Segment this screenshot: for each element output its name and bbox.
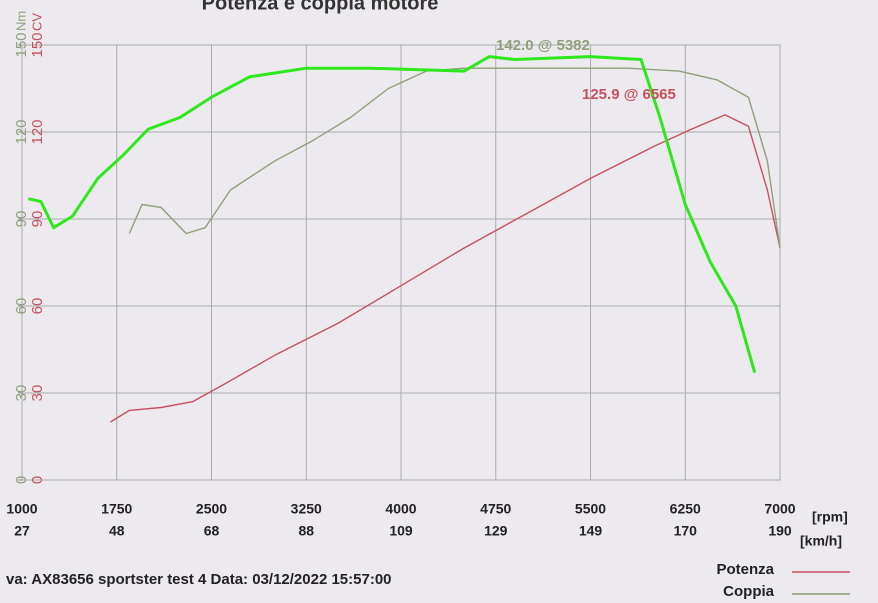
x2-tick-label: 88 — [298, 523, 314, 539]
legend-label: Potenza — [716, 561, 774, 578]
x2-tick-label: 68 — [204, 523, 220, 539]
y2-tick-label: 0 — [29, 476, 46, 484]
series-line — [110, 114, 781, 423]
annotation: 142.0 @ 5382 — [496, 37, 590, 54]
chart-title: Potenza e coppia motore — [202, 0, 439, 14]
x-tick-label: 4750 — [480, 501, 511, 517]
x-tick-label: 4000 — [385, 501, 416, 517]
y-axis-label: Nm — [13, 11, 28, 31]
x2-axis-label: [km/h] — [800, 533, 842, 549]
y2-tick-label: 120 — [29, 119, 46, 144]
x2-tick-label: 129 — [484, 523, 508, 539]
x-tick-label: 5500 — [575, 501, 606, 517]
series-line — [27, 55, 757, 374]
x-tick-label: 1000 — [6, 501, 37, 517]
x2-tick-label: 109 — [389, 523, 413, 539]
x2-tick-label: 190 — [768, 523, 792, 539]
y2-axis-label: CV — [29, 13, 44, 31]
x-tick-label: 7000 — [764, 501, 795, 517]
y2-tick-label: 60 — [29, 298, 46, 315]
x2-tick-label: 170 — [674, 523, 698, 539]
x2-tick-label: 27 — [14, 523, 30, 539]
x-tick-label: 3250 — [291, 501, 322, 517]
x2-tick-label: 48 — [109, 523, 125, 539]
x2-tick-label: 149 — [579, 523, 603, 539]
legend-label: Coppia — [723, 583, 774, 600]
x-tick-label: 2500 — [196, 501, 227, 517]
x-tick-label: 1750 — [101, 501, 132, 517]
series-line — [128, 67, 781, 249]
x-tick-label: 6250 — [670, 501, 701, 517]
footer: va: AX83656 sportster test 4 Data: 03/12… — [6, 571, 392, 588]
y2-tick-label: 90 — [29, 211, 46, 228]
annotation: 125.9 @ 6565 — [582, 86, 676, 103]
y2-tick-label: 30 — [29, 385, 46, 402]
x-axis-label: [rpm] — [812, 509, 848, 525]
y2-tick-label: 150 — [29, 32, 46, 57]
